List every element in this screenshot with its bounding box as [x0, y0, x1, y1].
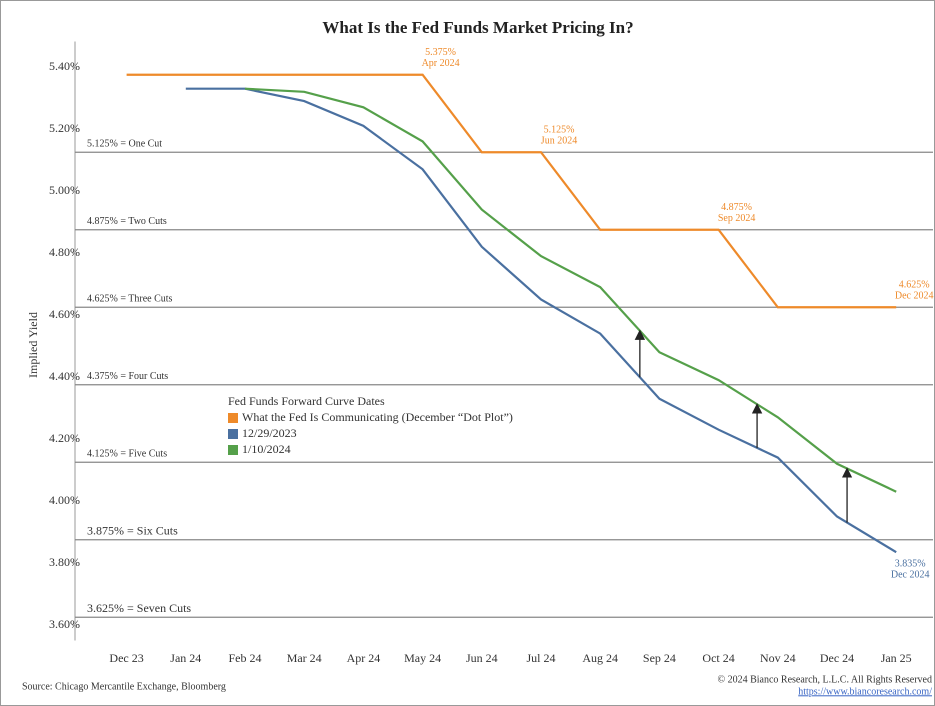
x-tick-label: Apr 24: [347, 651, 381, 665]
value-label: 4.625%: [899, 280, 930, 291]
reference-label: 3.875% = Six Cuts: [87, 524, 178, 538]
y-tick-label: 4.20%: [49, 431, 80, 445]
reference-label: 4.875% = Two Cuts: [87, 216, 167, 227]
reference-label: 5.125% = One Cut: [87, 139, 162, 150]
legend-swatch: [228, 413, 238, 423]
legend-swatch: [228, 429, 238, 439]
y-tick-label: 4.80%: [49, 245, 80, 259]
value-label: 5.375%: [425, 47, 456, 58]
y-tick-label: 4.00%: [49, 493, 80, 507]
reference-label: 3.625% = Seven Cuts: [87, 601, 191, 615]
y-tick-label: 3.60%: [49, 617, 80, 631]
chart-title: What Is the Fed Funds Market Pricing In?: [322, 18, 633, 37]
legend-label: 12/29/2023: [242, 426, 297, 440]
y-axis-label: Implied Yield: [26, 312, 40, 378]
copyright: © 2024 Bianco Research, L.L.C. All Right…: [717, 674, 932, 685]
x-tick-label: May 24: [404, 651, 441, 665]
y-tick-label: 4.60%: [49, 307, 80, 321]
x-tick-label: Nov 24: [760, 651, 796, 665]
x-tick-label: Mar 24: [287, 651, 322, 665]
value-label: 3.835%: [895, 558, 926, 569]
y-tick-label: 5.00%: [49, 183, 80, 197]
source: Source: Chicago Mercantile Exchange, Blo…: [22, 681, 226, 692]
x-tick-label: Dec 23: [109, 651, 143, 665]
y-tick-label: 5.20%: [49, 121, 80, 135]
series-line: [185, 87, 897, 554]
x-tick-label: Jun 24: [466, 651, 498, 665]
x-tick-label: Jan 25: [881, 651, 912, 665]
legend-label: What the Fed Is Communicating (December …: [242, 410, 513, 424]
value-label-date: Dec 2024: [891, 569, 930, 580]
series-line: [244, 87, 897, 493]
url[interactable]: https://www.biancoresearch.com/: [798, 686, 932, 697]
y-tick-label: 4.40%: [49, 369, 80, 383]
x-tick-label: Sep 24: [643, 651, 676, 665]
legend-label: 1/10/2024: [242, 442, 291, 456]
legend-title: Fed Funds Forward Curve Dates: [228, 394, 385, 408]
x-tick-label: Feb 24: [229, 651, 262, 665]
x-tick-label: Jul 24: [526, 651, 555, 665]
value-label: 4.875%: [721, 202, 752, 213]
value-label: 5.125%: [544, 125, 575, 136]
reference-label: 4.375% = Four Cuts: [87, 371, 168, 382]
reference-label: 4.125% = Five Cuts: [87, 449, 167, 460]
series-line: [126, 73, 897, 309]
value-label-date: Apr 2024: [422, 58, 460, 69]
legend-swatch: [228, 445, 238, 455]
x-tick-label: Jan 24: [170, 651, 201, 665]
value-label-date: Sep 2024: [718, 213, 756, 224]
y-tick-label: 3.80%: [49, 555, 80, 569]
value-label-date: Dec 2024: [895, 291, 934, 302]
value-label-date: Jun 2024: [541, 136, 577, 147]
y-tick-label: 5.40%: [49, 59, 80, 73]
x-tick-label: Dec 24: [820, 651, 854, 665]
x-tick-label: Aug 24: [582, 651, 618, 665]
x-tick-label: Oct 24: [702, 651, 734, 665]
reference-label: 4.625% = Three Cuts: [87, 294, 173, 305]
